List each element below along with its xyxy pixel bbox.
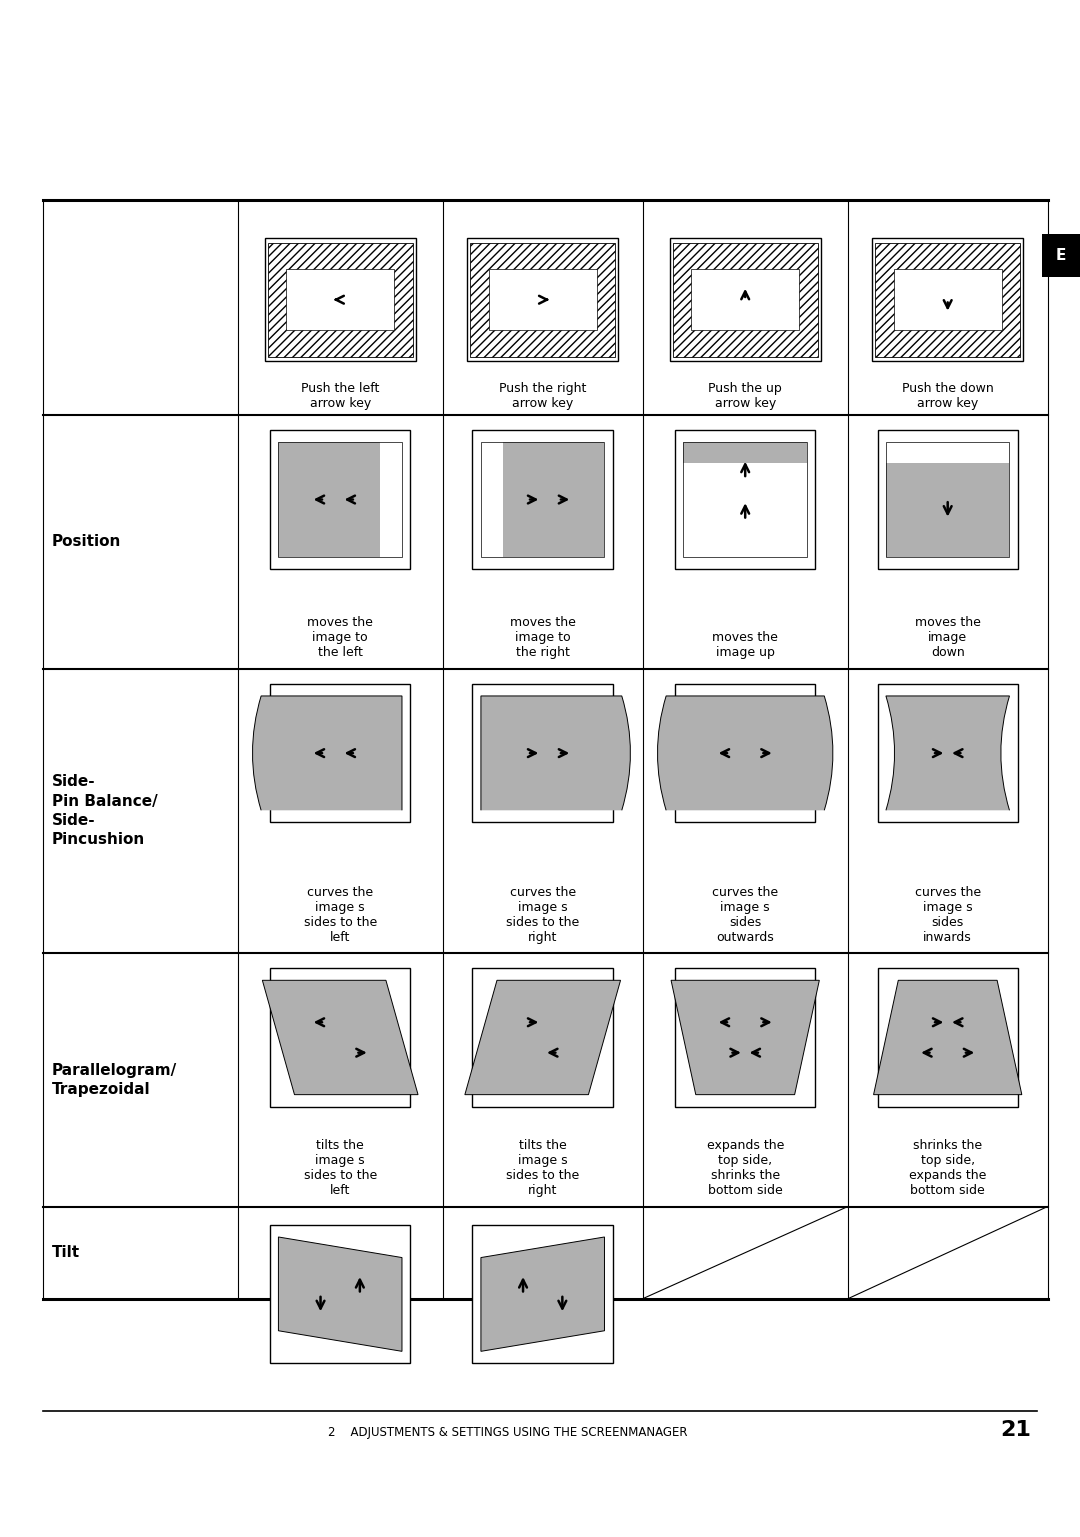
Bar [684,443,807,556]
Text: Push the up
arrow key: Push the up arrow key [708,383,782,410]
Bar [877,430,1017,569]
Bar [675,430,815,569]
Polygon shape [874,981,1022,1094]
Bar [877,684,1017,822]
Polygon shape [279,1237,402,1351]
Bar [886,443,1010,556]
Bar [279,443,402,556]
Text: curves the
image s
sides to the
left: curves the image s sides to the left [303,885,377,944]
Bar [270,968,410,1107]
Bar [270,684,410,822]
Bar [268,243,413,357]
Bar [467,238,618,361]
Text: moves the
image to
the left: moves the image to the left [308,616,373,659]
Bar [886,463,1010,556]
Bar [684,443,807,463]
Bar [684,463,807,556]
Bar [472,684,612,822]
Text: Position: Position [52,535,121,549]
Text: Push the left
arrow key: Push the left arrow key [301,383,379,410]
Text: Push the right
arrow key: Push the right arrow key [499,383,586,410]
Bar [673,243,818,357]
Bar [270,1225,410,1363]
PathPatch shape [481,696,631,810]
Text: moves the
image to
the right: moves the image to the right [510,616,576,659]
Text: 21: 21 [1000,1420,1031,1440]
Bar [380,443,402,556]
Polygon shape [671,981,820,1094]
Text: Push the down
arrow key: Push the down arrow key [902,383,994,410]
PathPatch shape [658,696,833,810]
Bar [470,243,615,357]
PathPatch shape [886,696,1010,810]
Bar [894,269,1002,330]
Text: 2    ADJUSTMENTS & SETTINGS USING THE SCREENMANAGER: 2 ADJUSTMENTS & SETTINGS USING THE SCREE… [328,1426,687,1439]
Text: shrinks the
top side,
expands the
bottom side: shrinks the top side, expands the bottom… [909,1139,986,1197]
Bar [488,269,596,330]
Text: Parallelogram/
Trapezoidal: Parallelogram/ Trapezoidal [52,1062,177,1097]
Bar [877,968,1017,1107]
Text: Side-
Pin Balance/
Side-
Pincushion: Side- Pin Balance/ Side- Pincushion [52,775,158,847]
Text: moves the
image up: moves the image up [713,632,778,659]
Bar [270,430,410,569]
Text: expands the
top side,
shrinks the
bottom side: expands the top side, shrinks the bottom… [706,1139,784,1197]
Polygon shape [481,1237,605,1351]
Bar [481,443,605,556]
Text: curves the
image s
sides to the
right: curves the image s sides to the right [507,885,579,944]
Bar [1042,234,1080,277]
Polygon shape [464,981,621,1094]
Text: tilts the
image s
sides to the
right: tilts the image s sides to the right [507,1139,579,1197]
Text: E: E [1056,247,1066,263]
Bar [472,968,612,1107]
Text: moves the
image
down: moves the image down [915,616,981,659]
PathPatch shape [253,696,402,810]
Text: curves the
image s
sides
outwards: curves the image s sides outwards [712,885,779,944]
Bar [472,1225,612,1363]
Bar [670,238,821,361]
Text: Tilt: Tilt [52,1245,80,1260]
Bar [675,684,815,822]
Bar [675,968,815,1107]
Text: tilts the
image left: tilts the image left [309,1262,372,1290]
Polygon shape [262,981,418,1094]
Text: tilts the
image right: tilts the image right [507,1262,579,1290]
Bar [886,443,1010,463]
Bar [481,443,503,556]
Bar [503,443,605,556]
Bar [873,238,1024,361]
Bar [875,243,1020,357]
Bar [472,430,612,569]
Bar [286,269,394,330]
Text: curves the
image s
sides
inwards: curves the image s sides inwards [915,885,981,944]
Bar [265,238,416,361]
Bar [279,443,380,556]
Text: tilts the
image s
sides to the
left: tilts the image s sides to the left [303,1139,377,1197]
Bar [691,269,799,330]
